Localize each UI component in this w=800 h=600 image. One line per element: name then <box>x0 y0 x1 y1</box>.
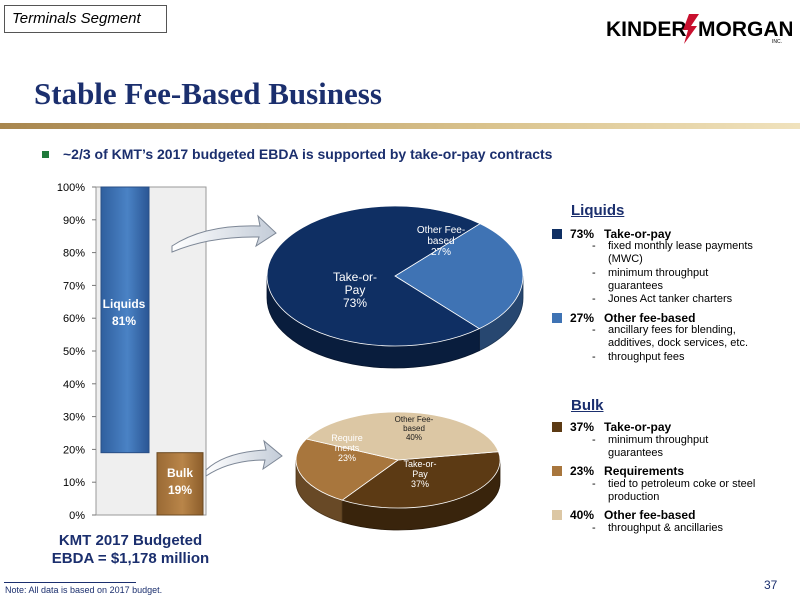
legend-swatch-requirements <box>552 466 562 476</box>
y-axis: 0% 10% 20% 30% 40% 50% 60% 70% 80% 90% 100% <box>57 182 96 522</box>
y-tick-label: 40% <box>63 379 85 391</box>
y-tick-label: 70% <box>63 280 85 292</box>
y-tick-label: 100% <box>57 182 85 194</box>
legend-sub: - minimum throughput guarantees <box>592 267 709 293</box>
y-tick-label: 80% <box>63 248 85 260</box>
y-tick-label: 20% <box>63 444 85 456</box>
bar-chart: 0% 10% 20% 30% 40% 50% 60% 70% 80% 90% 100% Liquid… <box>57 182 207 522</box>
legend-swatch-take-or-pay <box>552 422 562 432</box>
legend-sub: - tied to petroleum coke or steel product… <box>592 478 756 504</box>
title-divider <box>0 123 800 129</box>
y-tick-label: 30% <box>63 412 85 424</box>
y-tick-label: 0% <box>69 510 85 522</box>
legend-sub: - throughput & ancillaries <box>592 522 723 534</box>
legend-sub: - Jones Act tanker charters <box>592 293 733 305</box>
y-tick-label: 10% <box>63 477 85 489</box>
arrow-to-bulk-pie <box>205 439 283 477</box>
legend-pct: 27% <box>570 311 595 325</box>
pie-slice-take-or-pay <box>341 451 501 509</box>
y-tick-label: 50% <box>63 346 85 358</box>
page-title: Stable Fee-Based Business <box>34 76 382 111</box>
pie-label-take-or-pay: Take-or-Pay 73% <box>333 270 377 310</box>
legend-label: Other fee-based <box>604 508 696 522</box>
legend-item-liquids-other-fee-based: 27% Other fee-based <box>570 311 695 325</box>
legend-heading-liquids: Liquids <box>571 202 625 219</box>
kinder-morgan-logo: KINDER MORGAN INC. <box>606 14 792 45</box>
legend-label: Take-or-pay <box>604 227 672 241</box>
bar-segment-liquids <box>100 186 150 454</box>
legend-sub: - fixed monthly lease payments (MWC) <box>592 240 753 266</box>
pie-label-take-or-pay: Take-or-Pay 37% <box>403 459 436 489</box>
pie-chart-liquids: Other Fee-based 27% Take-or-Pay 73% <box>266 205 524 369</box>
legend-item-bulk-requirements: 23% Requirements <box>570 464 684 478</box>
legend-sub: - ancillary fees for blending, additives,… <box>592 324 749 350</box>
bar-label-bulk: Bulk 19% <box>167 466 193 497</box>
y-tick-label: 60% <box>63 313 85 325</box>
pie-label-other-fee-based: Other Fee-based 27% <box>417 225 465 258</box>
segment-tag: Terminals Segment <box>4 5 167 33</box>
svg-text:INC.: INC. <box>772 39 782 45</box>
headline-bullet: ~2/3 of KMT’s 2017 budgeted EBDA is supp… <box>63 146 553 162</box>
arrow-to-liquids-pie <box>171 214 277 253</box>
bar-label-liquids: Liquids 81% <box>103 297 146 328</box>
legend-swatch-take-or-pay <box>552 229 562 239</box>
bullet-icon <box>42 151 49 158</box>
pie-chart-bulk: Take-or-Pay 37% Require ments 23% Other Fee-b… <box>295 411 501 531</box>
legend-pct: 73% <box>570 227 595 241</box>
pie-slice-other-fee-based <box>305 411 500 461</box>
pie-slice-take-or-pay <box>266 205 481 347</box>
svg-text:KINDER: KINDER <box>606 18 687 41</box>
legend-label: Take-or-pay <box>604 420 672 434</box>
page-number: 37 <box>764 578 778 592</box>
legend-item-bulk-take-or-pay: 37% Take-or-pay <box>570 420 671 434</box>
pie-label-requirements: Require ments 23% <box>331 433 363 463</box>
bar-segment-bulk <box>156 452 204 516</box>
ebda-total-line1: KMT 2017 Budgeted <box>58 532 203 549</box>
footnote: Note: All data is based on 2017 budget. <box>5 585 163 595</box>
legend-pct: 40% <box>570 508 595 522</box>
legend-swatch-other-fee-based <box>552 313 562 323</box>
legend-swatch-other-fee-based <box>552 510 562 520</box>
legend-label: Other fee-based <box>604 311 696 325</box>
ebda-total-line2: EBDA = $1,178 million <box>51 550 210 567</box>
legend-sub: - throughput fees <box>592 351 685 363</box>
note-divider <box>4 582 136 583</box>
legend-item-liquids-take-or-pay: 73% Take-or-pay <box>570 227 671 241</box>
y-tick-label: 90% <box>63 215 85 227</box>
svg-text:MORGAN: MORGAN <box>698 18 792 41</box>
legend-pct: 37% <box>570 420 595 434</box>
legend-pct: 23% <box>570 464 595 478</box>
pie-slice-other-fee-based <box>394 223 524 330</box>
legend-label: Requirements <box>604 464 685 478</box>
legend-item-bulk-other-fee-based: 40% Other fee-based <box>570 508 695 522</box>
legend-sub: - minimum throughput guarantees <box>592 434 709 460</box>
ebda-total: KMT 2017 Budgeted EBDA = $1,178 million <box>28 532 233 568</box>
pie-label-other-fee-based: Other Fee-based 40% <box>395 415 434 442</box>
legend-heading-bulk: Bulk <box>571 397 604 414</box>
